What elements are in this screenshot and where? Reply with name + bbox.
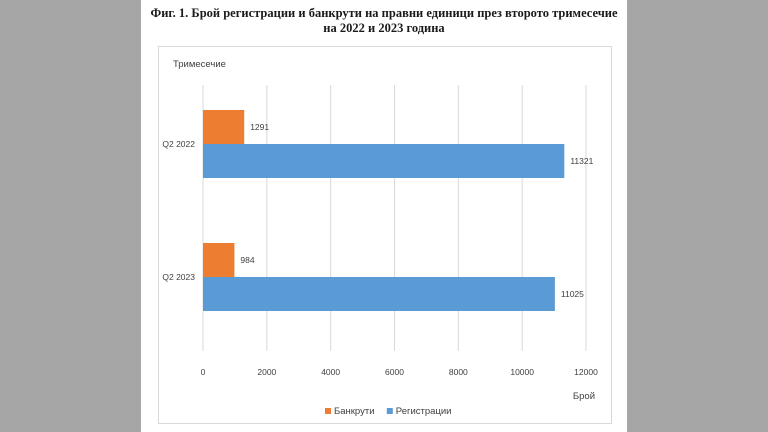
x-tick-label: 12000: [574, 367, 598, 377]
legend-label: Банкрути: [334, 406, 375, 417]
x-tick-label: 4000: [321, 367, 340, 377]
bar-chart: 0 2000 4000 6000 8000 10000 12000 1291 11321 Q2 2…: [162, 59, 598, 417]
chart-title-line-2: на 2022 и 2023 година: [323, 21, 445, 35]
bar: [203, 277, 555, 311]
x-tick-label: 6000: [385, 367, 404, 377]
category-label: Q2 2022: [162, 139, 195, 149]
chart-area: 0 2000 4000 6000 8000 10000 12000 1291 11321 Q2 2…: [158, 46, 612, 424]
x-axis-title: Брой: [573, 391, 595, 402]
x-tick-label: 10000: [510, 367, 534, 377]
x-tick-label: 0: [201, 367, 206, 377]
y-axis-title: Тримесечие: [173, 59, 226, 70]
data-label: 1291: [250, 122, 269, 132]
category-label: Q2 2023: [162, 272, 195, 282]
bar: [203, 110, 245, 144]
data-label: 984: [240, 255, 254, 265]
legend-swatch: [386, 408, 393, 414]
chart-title: Фиг. 1. Брой регистрации и банкрути на п…: [141, 6, 627, 36]
bar: [203, 144, 565, 178]
data-label: 11025: [561, 289, 584, 299]
document-page: Фиг. 1. Брой регистрации и банкрути на п…: [141, 0, 627, 432]
legend-label: Регистрации: [396, 406, 452, 417]
bar: [203, 243, 235, 277]
legend-swatch: [325, 408, 331, 414]
x-tick-label: 2000: [257, 367, 276, 377]
chart-title-line-1: Фиг. 1. Брой регистрации и банкрути на п…: [150, 6, 618, 20]
data-label: 11321: [570, 156, 593, 166]
x-tick-label: 8000: [449, 367, 468, 377]
